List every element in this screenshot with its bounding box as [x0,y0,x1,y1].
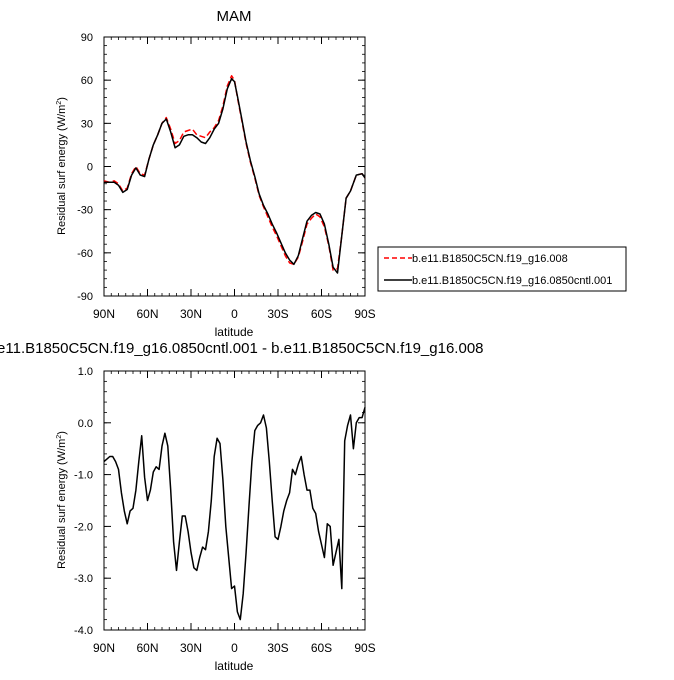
bottom-x-tick-label: 90N [93,641,115,655]
top-x-tick-label: 60S [311,307,332,321]
bottom-y-tick-label: -2.0 [74,521,93,533]
top-y-tick-label: -90 [77,291,93,303]
bottom-y-tick-label: 1.0 [78,366,93,378]
top-series-line-1 [103,75,366,271]
top-x-tick-label: 90S [354,307,375,321]
bottom-chart-title: b.e11.B1850C5CN.f19_g16.0850cntl.001 - b… [0,340,483,357]
bottom-y-axis-label-sup: 2 [56,435,63,439]
bottom-y-axis-label-text: Residual surf energy (W/m [56,439,68,569]
top-plot-area: 90N 60N 30N 0 30S 60S 90S 90 60 30 0 -30 -60 -90 [77,32,376,321]
top-y-tick-label: 90 [81,32,93,44]
bottom-y-axis-label: Residual surf energy (W/m2) [56,431,68,569]
top-y-axis-label-sup: 2 [56,101,63,105]
top-x-tick-label: 30N [180,307,202,321]
top-y-tick-label: -30 [77,205,93,217]
legend-label-series-1: b.e11.B1850C5CN.f19_g16.008 [412,253,568,265]
top-y-axis-label-close: ) [56,97,68,101]
bottom-x-tick-label: 30S [267,641,288,655]
bottom-series-line-1 [103,407,366,621]
top-chart-title: MAM [217,8,252,25]
legend-box [377,246,627,292]
bottom-x-tick-label: 0 [231,641,238,655]
bottom-x-tick-label: 60S [311,641,332,655]
top-x-axis-label: latitude [215,325,254,339]
top-series-line-2 [104,77,366,274]
bottom-y-tick-label: -3.0 [74,573,93,585]
bottom-y-axis-label-close: ) [56,431,68,435]
top-y-tick-label: 0 [87,162,93,174]
bottom-plot-area: 90N 60N 30N 0 30S 60S 90S 1.0 0.0 -1.0 -2.0 -3.0 -4.… [74,366,376,655]
top-y-axis-label-text: Residual surf energy (W/m [56,105,68,235]
top-x-tick-label: 90N [93,307,115,321]
bottom-panel: b.e11.B1850C5CN.f19_g16.0850cntl.001 - b… [0,340,483,673]
top-panel: MAM 90N 60N 30N 0 30S 60S 90S9060300-30-60-90 … [56,8,627,339]
legend: b.e11.B1850C5CN.f19_g16.008 b.e11.B1850C… [377,246,627,292]
bottom-x-tick-label: 90S [354,641,375,655]
bottom-x-tick-label: 60N [136,641,158,655]
top-y-tick-label: -60 [77,248,93,260]
bottom-y-tick-label: -4.0 [74,625,93,637]
top-plot-frame [103,36,366,297]
bottom-y-tick-label: -1.0 [74,470,93,482]
bottom-x-tick-label: 30N [180,641,202,655]
top-x-tick-label: 0 [231,307,238,321]
legend-label-series-2: b.e11.B1850C5CN.f19_g16.0850cntl.001 [412,275,612,287]
top-x-tick-label: 30S [267,307,288,321]
top-y-axis-label: Residual surf energy (W/m2) [56,97,68,235]
bottom-x-axis-label: latitude [215,659,254,673]
top-x-tick-label: 60N [136,307,158,321]
bottom-y-tick-label: 0.0 [78,418,93,430]
top-y-tick-label: 30 [81,118,93,130]
top-y-tick-label: 60 [81,75,93,87]
